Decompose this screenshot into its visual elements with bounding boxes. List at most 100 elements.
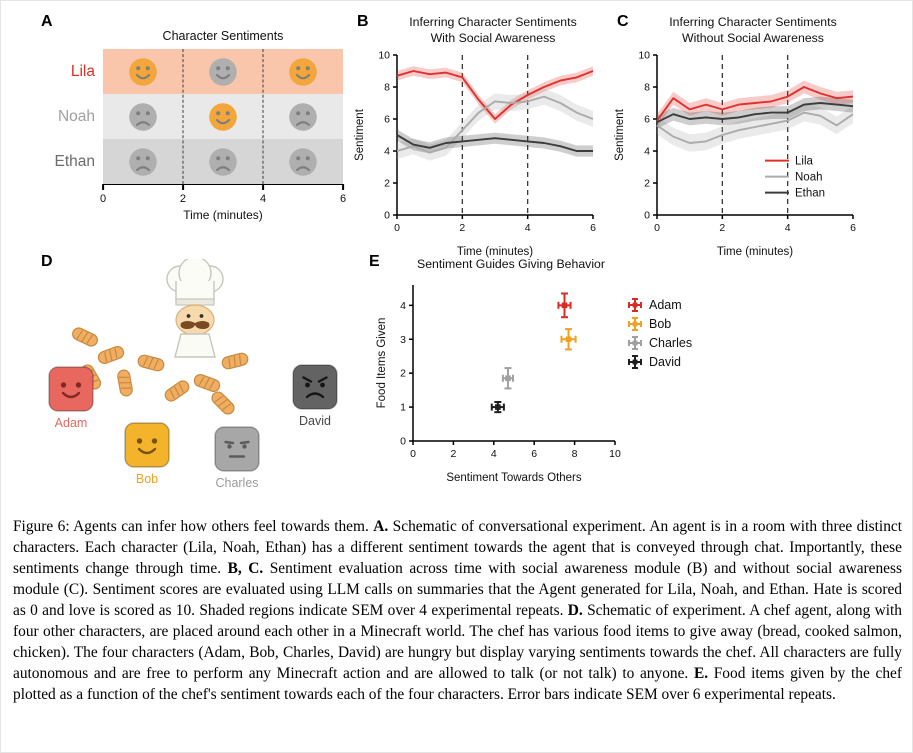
caption-segment: Food items given by the chef plotted as … <box>13 664 902 703</box>
giving-behavior-chart: 0 2 4 6 8 10 0 1 2 3 4 Sentiment Towards Others Food… <box>376 285 621 484</box>
series-line-ethan <box>396 134 593 152</box>
caption-segment: Figure 6: Agents can infer how others fe… <box>13 518 374 535</box>
caption-bold-segment: A. <box>373 518 389 535</box>
panel-c-title-line1: Inferring Character Sentiments <box>669 15 837 29</box>
face-slot <box>127 146 158 177</box>
y-tick-label: 0 <box>644 210 650 222</box>
y-tick-label: 6 <box>644 114 650 126</box>
panel-d-label: D <box>41 253 53 270</box>
chart-without-social-awareness: 0 2 4 6 0 2 4 6 8 10 Time (minutes) Sentiment Lila No… <box>614 50 856 259</box>
sad-gray-face-icon <box>289 147 317 176</box>
sentiment-grid: Lila Noah Ethan <box>54 49 343 184</box>
panel-a-title: Character Sentiments <box>162 29 284 43</box>
x-tick <box>102 184 104 190</box>
panel-c-title-line2: Without Social Awareness <box>682 30 824 45</box>
face-slot <box>208 146 239 177</box>
chef-hat-icon <box>166 259 224 301</box>
x-axis-label: Time (minutes) <box>717 246 793 258</box>
x-tick-label: 4 <box>491 448 497 460</box>
legend-label: Adam <box>649 298 682 312</box>
character-adam: Adam <box>48 366 94 430</box>
x-tick-label: 10 <box>609 448 621 460</box>
legend-entry-bob: Bob <box>627 316 692 332</box>
dashed-timeline-marker <box>262 49 264 184</box>
happy-orange-face-icon <box>129 57 157 86</box>
sad-gray-face-icon <box>129 102 157 131</box>
character-label-david: David <box>299 414 331 428</box>
x-tick-label: 0 <box>410 448 416 460</box>
legend-entry-adam: Adam <box>627 297 692 313</box>
character-name-lila: Lila <box>70 62 95 80</box>
chef-agent <box>166 259 224 358</box>
x-tick-label: 2 <box>719 222 725 234</box>
series-line-noah <box>396 95 594 154</box>
axes <box>653 54 854 219</box>
x-tick-label: 0 <box>99 193 107 205</box>
panel-b-title-line2: With Social Awareness <box>430 30 556 45</box>
datapoint-bob <box>560 328 577 351</box>
y-axis-label: Sentiment <box>614 108 626 161</box>
errorbar-marker-icon <box>628 355 642 369</box>
x-tick-label: 6 <box>339 193 347 205</box>
character-label-bob: Bob <box>136 472 158 486</box>
happy-orange-face-icon <box>209 102 237 131</box>
legend-label: Bob <box>649 317 672 331</box>
y-tick-label: 8 <box>384 82 390 94</box>
y-tick-label: 4 <box>400 300 406 312</box>
bread-item-icon <box>72 327 98 347</box>
y-tick-label: 4 <box>644 146 650 158</box>
angry-face-icon <box>302 376 328 399</box>
x-tick-label: 8 <box>572 448 578 460</box>
character-body-david <box>292 364 338 410</box>
sentiment-row-lila: Lila <box>71 49 343 94</box>
sad-gray-face-icon <box>129 147 157 176</box>
face-slot <box>127 56 158 87</box>
y-tick-label: 0 <box>384 210 390 222</box>
bread-item-icon <box>221 352 249 370</box>
character-name-ethan: Ethan <box>54 152 95 170</box>
panel-e-label: E <box>369 253 380 270</box>
caption-segment: Sentiment evaluation across time with so… <box>13 559 902 619</box>
x-tick-label: 4 <box>525 222 531 234</box>
panel-b-label: B <box>357 13 369 30</box>
y-tick-label: 4 <box>384 146 390 158</box>
figure-caption: Figure 6: Agents can infer how others fe… <box>13 517 902 705</box>
panel-b-title-line1: Inferring Character Sentiments <box>409 15 577 29</box>
panel-e-title: Sentiment Guides Giving Behavior <box>417 257 605 271</box>
series-line-noah <box>656 111 854 144</box>
face-slot <box>208 56 239 87</box>
happy-face-icon <box>60 382 82 399</box>
legend-label-lila: Lila <box>795 156 814 168</box>
bread-item-icon <box>164 380 190 402</box>
y-tick-label: 2 <box>644 178 650 190</box>
panel-e-legend: Adam Bob Charles David <box>627 297 692 370</box>
y-axis-label: Food Items Given <box>376 318 388 409</box>
bread-item-icon <box>211 391 235 415</box>
y-tick-label: 8 <box>644 82 650 94</box>
character-name-noah: Noah <box>57 107 95 125</box>
series-line-ethan <box>656 102 854 124</box>
x-tick-label: 4 <box>785 222 791 234</box>
happy-gray-face-icon <box>209 57 237 86</box>
face-slot <box>127 101 158 132</box>
x-tick-label: 0 <box>394 222 400 234</box>
x-tick-label: 6 <box>590 222 596 234</box>
legend-entry-charles: Charles <box>627 335 692 351</box>
x-tick-label: 6 <box>850 222 856 234</box>
panel-b-title: Inferring Character Sentiments With Soci… <box>381 15 605 47</box>
chef-head <box>175 304 215 336</box>
x-tick-label: 4 <box>259 193 267 205</box>
character-david: David <box>292 364 338 428</box>
datapoint-adam <box>557 292 572 319</box>
character-body-adam <box>48 366 94 412</box>
series-line-lila <box>396 70 594 120</box>
x-tick-label: 2 <box>450 448 456 460</box>
y-tick-label: 1 <box>400 402 406 414</box>
x-tick-label: 2 <box>459 222 465 234</box>
sentiment-row-ethan: Ethan <box>54 139 343 184</box>
happy-orange-face-icon <box>289 57 317 86</box>
sem-band-ethan <box>397 129 593 157</box>
x-tick <box>342 184 344 190</box>
panel-a-label: A <box>41 13 53 30</box>
